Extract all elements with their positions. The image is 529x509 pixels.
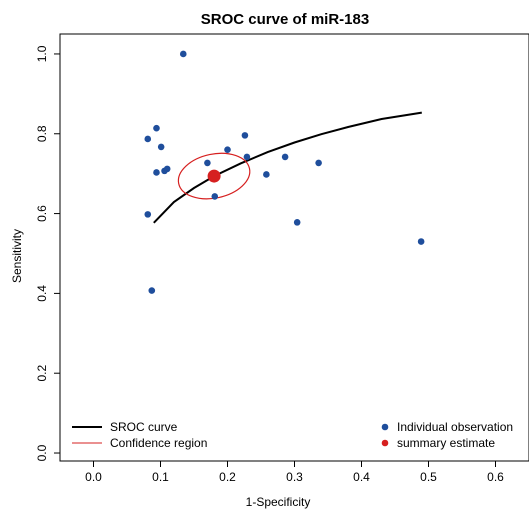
x-tick-label: 0.6 [487,470,504,484]
y-tick-label: 0.4 [35,285,49,302]
observation-point [204,159,211,167]
x-tick-label: 0.2 [219,470,236,484]
legend-swatch-summary-estimate [381,439,389,447]
legend-swatch-individual-observation [381,423,389,431]
y-tick-label: 0.8 [35,125,49,142]
legend-label-confidence-region: Confidence region [110,436,207,450]
observation-point [241,132,249,139]
observation-point [144,135,152,143]
legend: SROC curve Confidence region Individual ob… [72,420,513,450]
plot-frame [59,33,529,462]
axes: 0.0 0.1 0.2 0.3 0.4 0.5 0.6 0.0 0.2 0.4 0.6 0.8 1.0 [35,45,504,484]
summary-estimate-point [207,169,221,183]
legend-label-individual-observation: Individual observation [397,420,513,434]
observation-point [224,146,231,154]
observation-point [179,50,187,58]
y-tick-label: 0.6 [35,205,49,222]
observation-point [153,169,160,176]
x-tick-label: 0.4 [353,470,370,484]
x-tick-label: 0.3 [286,470,303,484]
observation-point [163,165,171,173]
y-axis-label: Sensitivity [10,229,24,283]
x-axis-label: 1-Specificity [246,495,311,509]
x-tick-label: 0.0 [85,470,102,484]
observation-point [293,219,301,226]
observation-point [148,287,156,294]
legend-label-summary-estimate: summary estimate [397,436,495,450]
y-tick-label: 1.0 [35,45,49,62]
y-tick-label: 0.2 [35,365,49,382]
observation-point [243,153,251,161]
observation-point [281,153,289,161]
observation-point [144,211,152,218]
observation-point [263,171,270,178]
x-tick-label: 0.1 [152,470,169,484]
observation-point [315,159,322,167]
observation-point [153,124,160,132]
chart-title: SROC curve of miR-183 [201,11,369,28]
x-tick-label: 0.5 [420,470,437,484]
y-tick-label: 0.0 [35,444,49,461]
confidence-region-ellipse [177,152,251,200]
plot-area [144,50,425,294]
observation-point [417,238,425,245]
observation-point [157,143,165,151]
legend-label-sroc-curve: SROC curve [110,420,178,434]
observation-point [211,193,219,200]
sroc-curve-line [153,111,422,224]
